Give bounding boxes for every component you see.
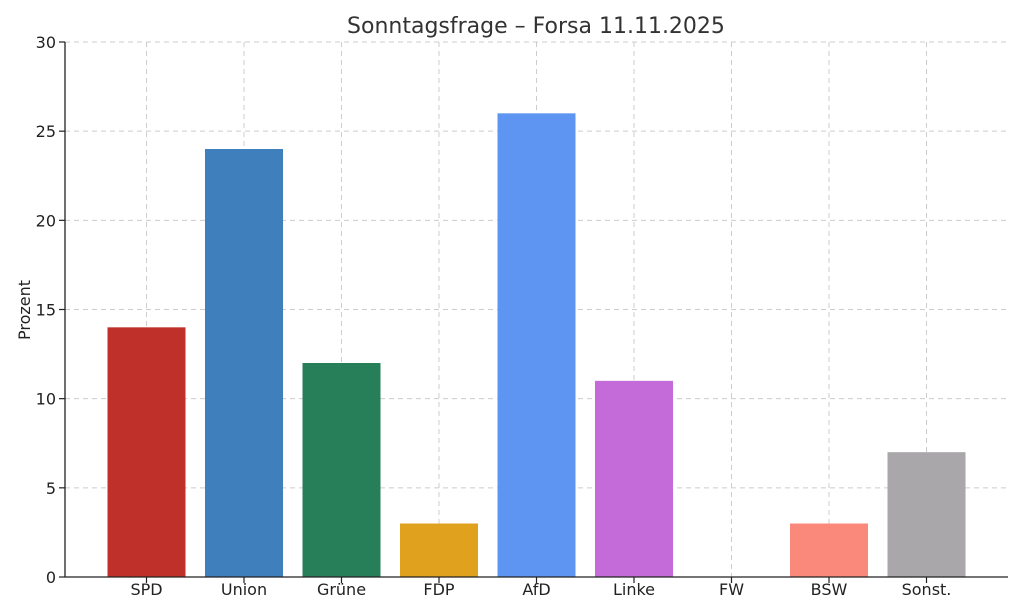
- y-tick-label: 0: [46, 568, 56, 587]
- bar-sonst: [887, 452, 966, 577]
- bar-afd: [497, 113, 576, 577]
- x-tick-label: FDP: [423, 580, 455, 599]
- x-tick-label: Linke: [613, 580, 655, 599]
- bars: [107, 113, 966, 577]
- x-tick-label: FW: [719, 580, 744, 599]
- y-tick-label: 10: [36, 390, 56, 409]
- x-tick-label: BSW: [811, 580, 848, 599]
- chart-title: Sonntagsfrage – Forsa 11.11.2025: [347, 14, 725, 39]
- x-tick-label: Grüne: [317, 580, 366, 599]
- bar-union: [205, 149, 283, 577]
- x-tick-label: Union: [221, 580, 267, 599]
- bar-linke: [595, 380, 673, 577]
- x-tick-label: AfD: [522, 580, 550, 599]
- y-tick-label: 15: [36, 301, 56, 320]
- y-ticks: 0 5 10 15 20 25 30: [36, 33, 65, 587]
- bar-grüne: [302, 363, 381, 577]
- y-tick-label: 30: [36, 33, 56, 52]
- x-tick-label: Sonst.: [902, 580, 952, 599]
- bar-fdp: [400, 523, 478, 577]
- bar-spd: [107, 327, 186, 577]
- y-tick-label: 5: [46, 479, 56, 498]
- y-tick-label: 25: [36, 122, 56, 141]
- x-tick-label: SPD: [130, 580, 162, 599]
- y-tick-label: 20: [36, 211, 56, 230]
- y-axis-label: Prozent: [15, 280, 34, 340]
- bar-bsw: [790, 523, 868, 577]
- x-ticks: SPD Union Grüne FDP AfD Linke FW BSW Sonst.: [130, 577, 951, 599]
